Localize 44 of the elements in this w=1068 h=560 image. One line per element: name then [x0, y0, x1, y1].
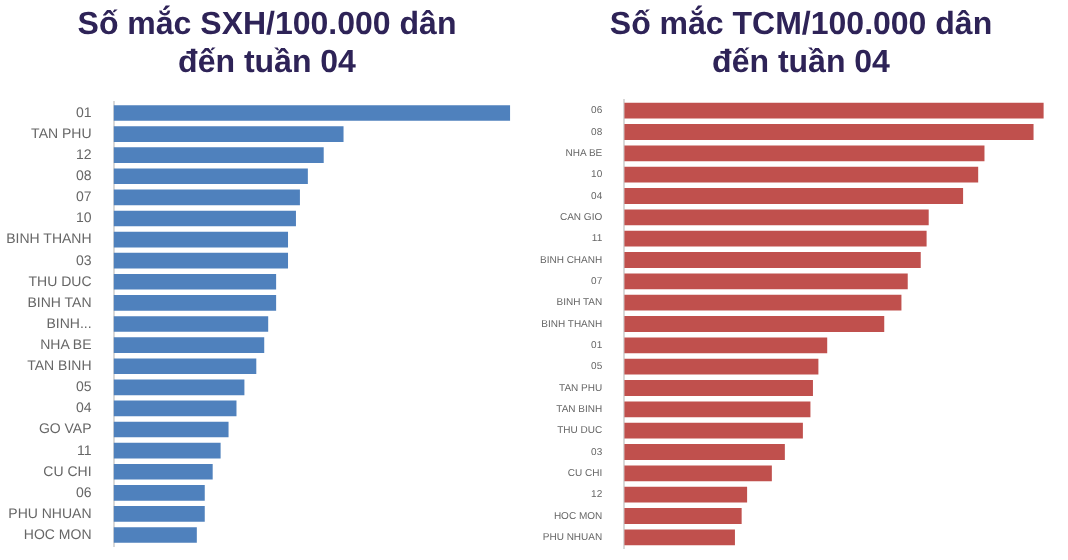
bar — [113, 189, 300, 206]
bar — [624, 166, 979, 183]
bar — [113, 400, 237, 417]
bar — [624, 145, 985, 162]
bar — [113, 358, 257, 375]
bar — [624, 294, 902, 311]
bar — [113, 210, 296, 227]
bar — [113, 316, 269, 332]
bar — [113, 295, 277, 311]
chart-title: Số mắc SXH/100.000 dân đến tuần 04 — [75, 6, 459, 82]
bar — [624, 465, 772, 482]
bar — [624, 273, 908, 290]
bar — [624, 380, 813, 396]
bar — [113, 442, 221, 459]
bar — [624, 529, 735, 546]
bar — [624, 316, 885, 332]
bar — [113, 147, 324, 163]
bar — [113, 463, 213, 480]
bar — [624, 124, 1034, 140]
chart-title: Số mắc TCM/100.000 dân đến tuần 04 — [607, 6, 995, 82]
bar — [113, 273, 277, 290]
bar — [624, 188, 964, 204]
bar — [624, 102, 1044, 119]
bar — [113, 337, 265, 353]
bar — [624, 486, 748, 503]
bar — [624, 230, 927, 247]
bar — [624, 401, 811, 418]
bar — [113, 231, 289, 248]
bar — [113, 126, 344, 142]
bar — [624, 358, 819, 375]
bar — [624, 508, 742, 524]
bar — [113, 506, 205, 522]
bar — [113, 379, 245, 396]
bar — [624, 422, 803, 439]
bar — [113, 527, 197, 543]
bar — [624, 444, 785, 460]
bar — [113, 485, 205, 501]
bar — [113, 252, 289, 269]
bar — [113, 421, 229, 438]
bar — [113, 168, 308, 185]
bar — [624, 337, 828, 354]
bar — [624, 252, 921, 268]
bar — [113, 105, 511, 121]
bar — [624, 209, 929, 226]
